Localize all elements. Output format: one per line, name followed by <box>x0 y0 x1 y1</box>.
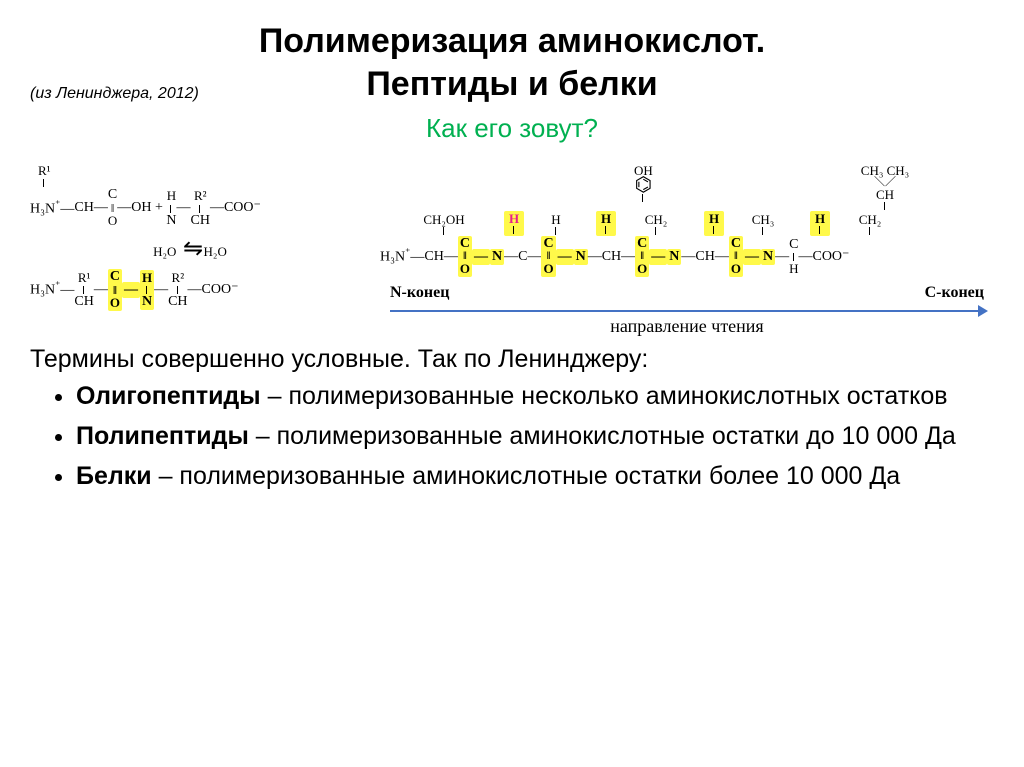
pentapeptide-diagram: OH ⌬ CH₃ CH₃ ＼／ CH CH₂OH H H H CH₂ H <box>380 164 994 335</box>
ca-4: CH <box>695 250 714 264</box>
h3n-left: H₃N⁺— <box>30 200 74 217</box>
co-2: C‖O <box>541 236 555 277</box>
body-intro: Термины совершенно условные. Так по Лени… <box>30 345 994 374</box>
title-line-1: Полимеризация аминокислот. <box>259 22 765 60</box>
def-polypeptides: – полимеризованные аминокислотные остатк… <box>249 422 956 450</box>
oh-1: OH <box>131 201 151 215</box>
ca-1: CH <box>424 250 443 264</box>
n-2: N <box>574 249 588 265</box>
sc-leu: CH₂ <box>859 213 882 226</box>
direction-arrow <box>380 305 994 319</box>
ch-2: R² CH <box>191 189 210 227</box>
list-item: Олигопептиды – полимеризованные нескольк… <box>76 380 994 414</box>
nh-prod: H N <box>140 270 154 310</box>
nh-h-2: H <box>601 212 611 225</box>
sc-tyr: CH₂ <box>645 213 668 226</box>
co-3: C‖O <box>635 236 649 277</box>
sc-gly: H <box>551 213 560 226</box>
h2o-left: H₂O <box>153 244 176 259</box>
term-oligopeptides: Олигопептиды <box>76 382 261 410</box>
h2o-right: H₂O <box>204 244 227 259</box>
def-oligopeptides: – полимеризованные несколько аминокислот… <box>261 382 948 410</box>
ch-1: CH <box>74 201 93 215</box>
direction-label: направление чтения <box>380 317 994 335</box>
co-4: C‖O <box>729 236 743 277</box>
term-proteins: Белки <box>76 462 152 490</box>
ca-2: C <box>518 250 527 264</box>
subtitle: Как его зовут? <box>30 113 994 144</box>
co-1: C‖O <box>458 236 472 277</box>
nh-2: H N <box>166 189 176 227</box>
ch-prod-1: R¹ CH <box>74 271 93 309</box>
ch-prod-2: R² CH <box>168 271 187 309</box>
term-polypeptides: Полипептиды <box>76 422 249 450</box>
sc-gly-h: H <box>509 212 519 225</box>
plus-sign: + <box>155 201 163 215</box>
reaction-diagram: R¹ H₃N⁺— CH— C‖O — OH + H N — R² CH — CO… <box>30 164 350 311</box>
list-item: Полипептиды – полимеризованные аминокисл… <box>76 420 994 454</box>
equilibrium-arrow: H₂O ⇋ H₂O <box>30 237 350 261</box>
tyr-ring: OH ⌬ <box>634 164 653 211</box>
leu-branch: CH₃ CH₃ ＼／ CH <box>861 164 909 211</box>
c-terminus-label: C-конец <box>925 285 984 301</box>
coo-2: COO⁻ <box>224 201 261 215</box>
coo-prod: COO⁻ <box>202 283 239 297</box>
n-terminus-label: N-конец <box>390 285 449 301</box>
sc-ser: CH₂OH <box>423 213 464 226</box>
nh-h-4: H <box>815 212 825 225</box>
h3n-prod: H₃N⁺— <box>30 281 74 298</box>
carbonyl-prod: C‖O <box>108 269 122 311</box>
c-term: COO⁻ <box>812 250 849 264</box>
def-proteins: – полимеризованные аминокислотные остатк… <box>152 462 901 490</box>
n-term: H₃N⁺— <box>380 248 424 265</box>
r1-label: R¹ <box>38 163 51 178</box>
citation: (из Ленинджера, 2012) <box>30 85 199 103</box>
nh-h-3: H <box>709 212 719 225</box>
n-4: N <box>761 249 775 265</box>
carbonyl-1: C‖O <box>108 188 117 228</box>
ca-5: CH <box>789 238 798 276</box>
n-3: N <box>667 249 681 265</box>
definitions-list: Олигопептиды – полимеризованные нескольк… <box>30 380 994 493</box>
sc-ala: CH₃ <box>752 213 775 226</box>
title-line-2: Пептиды и белки <box>366 65 657 103</box>
ca-3: CH <box>602 250 621 264</box>
list-item: Белки – полимеризованные аминокислотные … <box>76 460 994 494</box>
n-1: N <box>490 249 504 265</box>
